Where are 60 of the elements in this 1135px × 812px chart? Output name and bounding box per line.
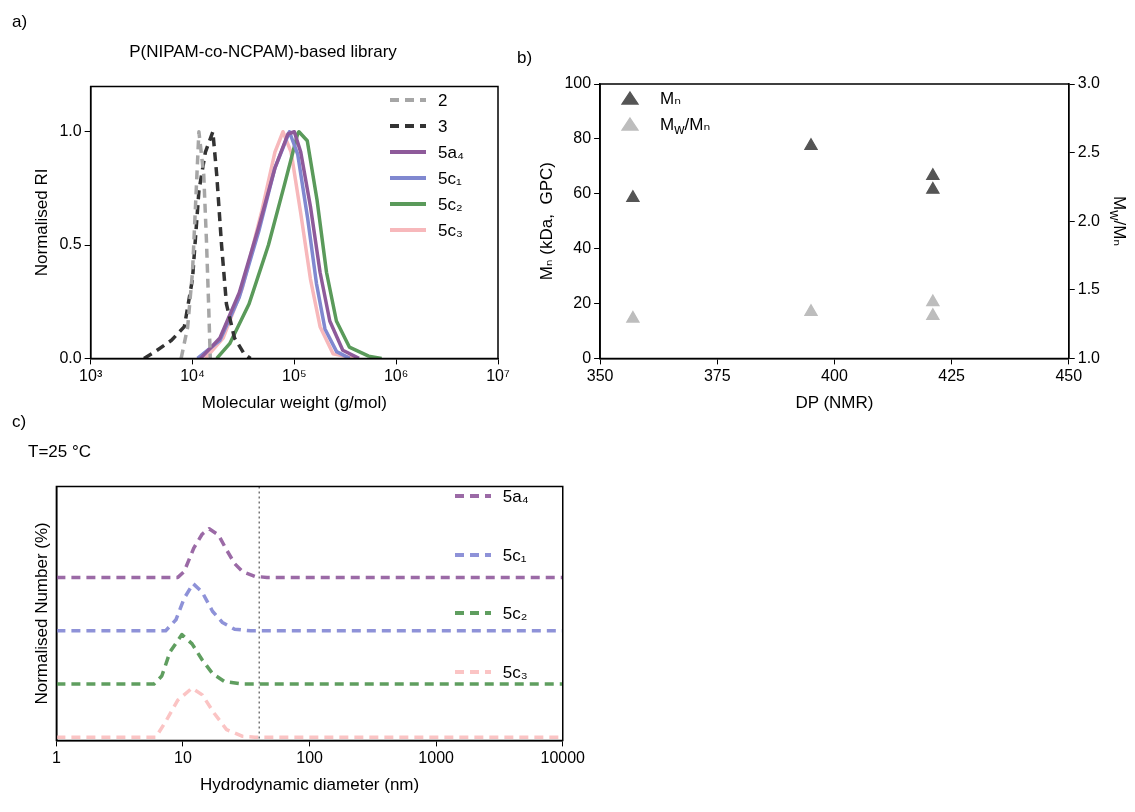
x-tick-label: 350 [586, 367, 614, 385]
point [804, 304, 818, 316]
y2-tick-label: 1.5 [1077, 280, 1101, 298]
chart-title: P(NIPAM-co-NCPAM)-based library [129, 41, 398, 61]
point [926, 294, 940, 307]
x-axis-title: Molecular weight (g/mol) [201, 393, 387, 413]
text: a) [12, 12, 28, 32]
y-axis-title: Normalised Number (%) [31, 522, 51, 705]
legend-label: 3 [438, 117, 448, 137]
x-tick-label: 1000 [418, 749, 455, 767]
y-tick-label: 60 [573, 184, 592, 202]
x-tick-label: 375 [703, 367, 731, 385]
x-tick-label: 10⁵ [282, 367, 307, 385]
text: c) [12, 412, 27, 432]
x-tick-label: 10⁶ [383, 367, 409, 385]
chart-title: T=25 °C [28, 441, 92, 461]
y-tick-label: 0 [582, 348, 592, 366]
y-tick-label: 20 [573, 293, 592, 311]
point [804, 138, 818, 150]
x-tick-label: 10000 [540, 749, 586, 767]
legend-label: Mₙ [660, 89, 682, 108]
legend-label: 5c₂ [502, 604, 528, 624]
legend-label: 2 [438, 91, 448, 111]
legend-label: 5c₂ [438, 195, 463, 215]
legend-label: 5a₄ [438, 143, 464, 163]
y-axis-title: Normalised RI [31, 168, 51, 277]
text: b) [517, 48, 533, 68]
y-tick-label: 40 [573, 239, 592, 257]
x-axis-title: DP (NMR) [795, 393, 874, 413]
y-tick-label: 0.0 [59, 348, 82, 366]
y-axis-title: Mₙ (kDa, GPC) [536, 162, 556, 281]
legend-label: M$_{w}$/Mₙ [660, 115, 711, 139]
y2-tick-label: 2.0 [1077, 211, 1101, 229]
legend-label: 5a₄ [502, 487, 529, 507]
y-tick-label: 100 [564, 74, 592, 92]
x-tick-label: 10⁴ [180, 367, 205, 385]
x-axis-title: Hydrodynamic diameter (nm) [199, 775, 420, 795]
point [926, 168, 940, 181]
x-tick-label: 1 [51, 749, 61, 767]
y2-tick-label: 3.0 [1077, 74, 1101, 92]
point [626, 310, 640, 323]
y-tick-label: 80 [573, 129, 592, 147]
legend-label: 5c₃ [502, 662, 528, 682]
y2-tick-label: 1.0 [1077, 348, 1101, 366]
legend-label: 5c₁ [502, 545, 527, 565]
point [626, 190, 640, 203]
x-tick-label: 100 [296, 749, 324, 767]
x-tick-label: 10⁷ [486, 367, 510, 385]
x-tick-label: 10 [174, 749, 192, 767]
x-tick-label: 425 [938, 367, 966, 385]
x-tick-label: 10³ [79, 367, 103, 385]
x-tick-label: 450 [1055, 367, 1083, 385]
point [926, 308, 940, 321]
legend-label: 5c₃ [438, 221, 463, 241]
y2-tick-label: 2.5 [1077, 143, 1101, 161]
y-tick-label: 0.5 [59, 235, 82, 253]
y-tick-label: 1.0 [59, 122, 82, 140]
point [926, 181, 940, 194]
legend-label: 5c₁ [438, 169, 462, 189]
x-tick-label: 400 [821, 367, 848, 385]
